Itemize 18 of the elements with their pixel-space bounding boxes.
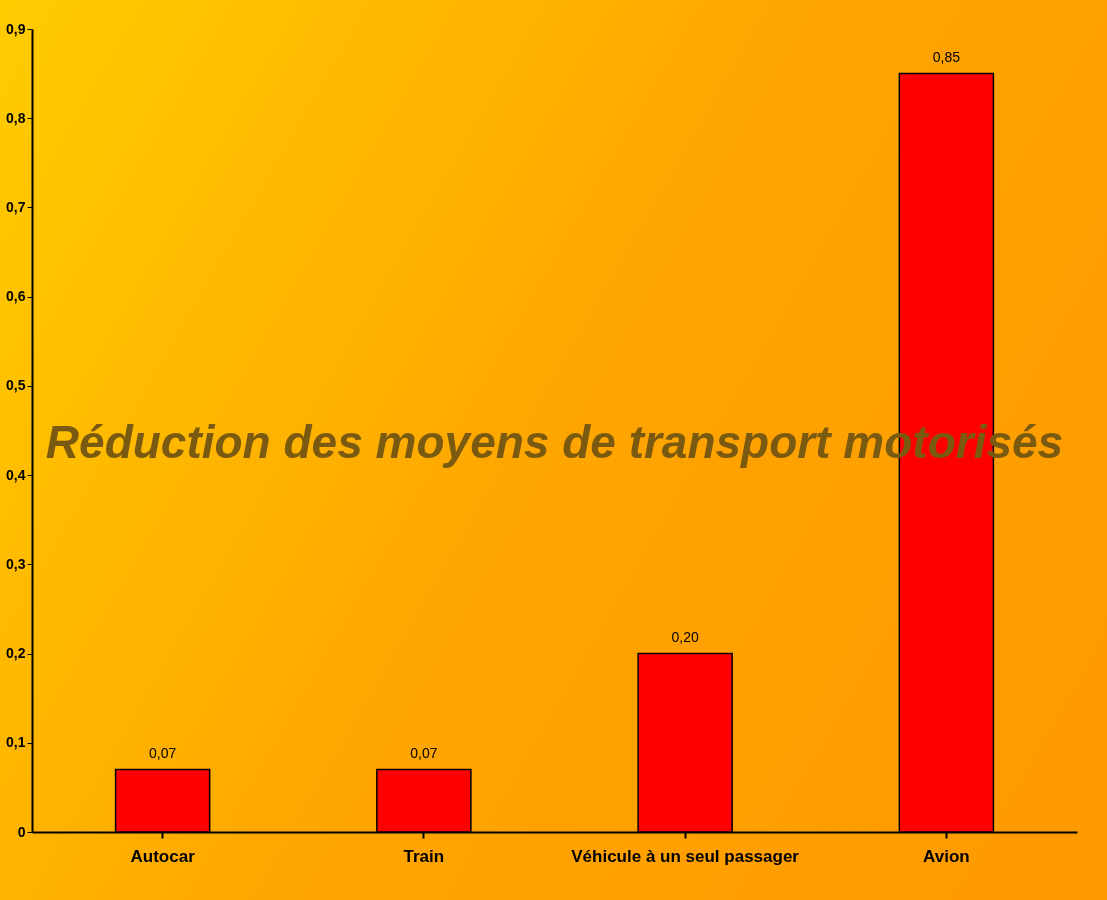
- y-tick-label: 0,3: [6, 555, 26, 572]
- y-tick-label: 0,8: [6, 109, 26, 126]
- y-tick-label: 0,6: [6, 288, 26, 305]
- x-tick-label: Autocar: [130, 846, 196, 866]
- y-tick-label: 0,5: [6, 377, 26, 394]
- data-label: 0,20: [671, 628, 699, 645]
- y-tick-label: 0,2: [6, 645, 26, 662]
- y-tick-label: 0,1: [6, 734, 26, 751]
- data-label: 0,07: [410, 744, 438, 761]
- y-tick-label: 0: [17, 823, 26, 840]
- data-label: 0,07: [149, 744, 177, 761]
- data-label: 0,85: [932, 48, 961, 65]
- y-tick-label: 0,7: [6, 198, 26, 215]
- x-tick-label: Avion: [923, 846, 970, 866]
- y-tick-label: 0,9: [6, 20, 26, 37]
- y-tick-label: 0,4: [6, 466, 26, 483]
- x-tick-label: Véhicule à un seul passager: [571, 846, 800, 866]
- x-tick-label: Train: [403, 846, 445, 866]
